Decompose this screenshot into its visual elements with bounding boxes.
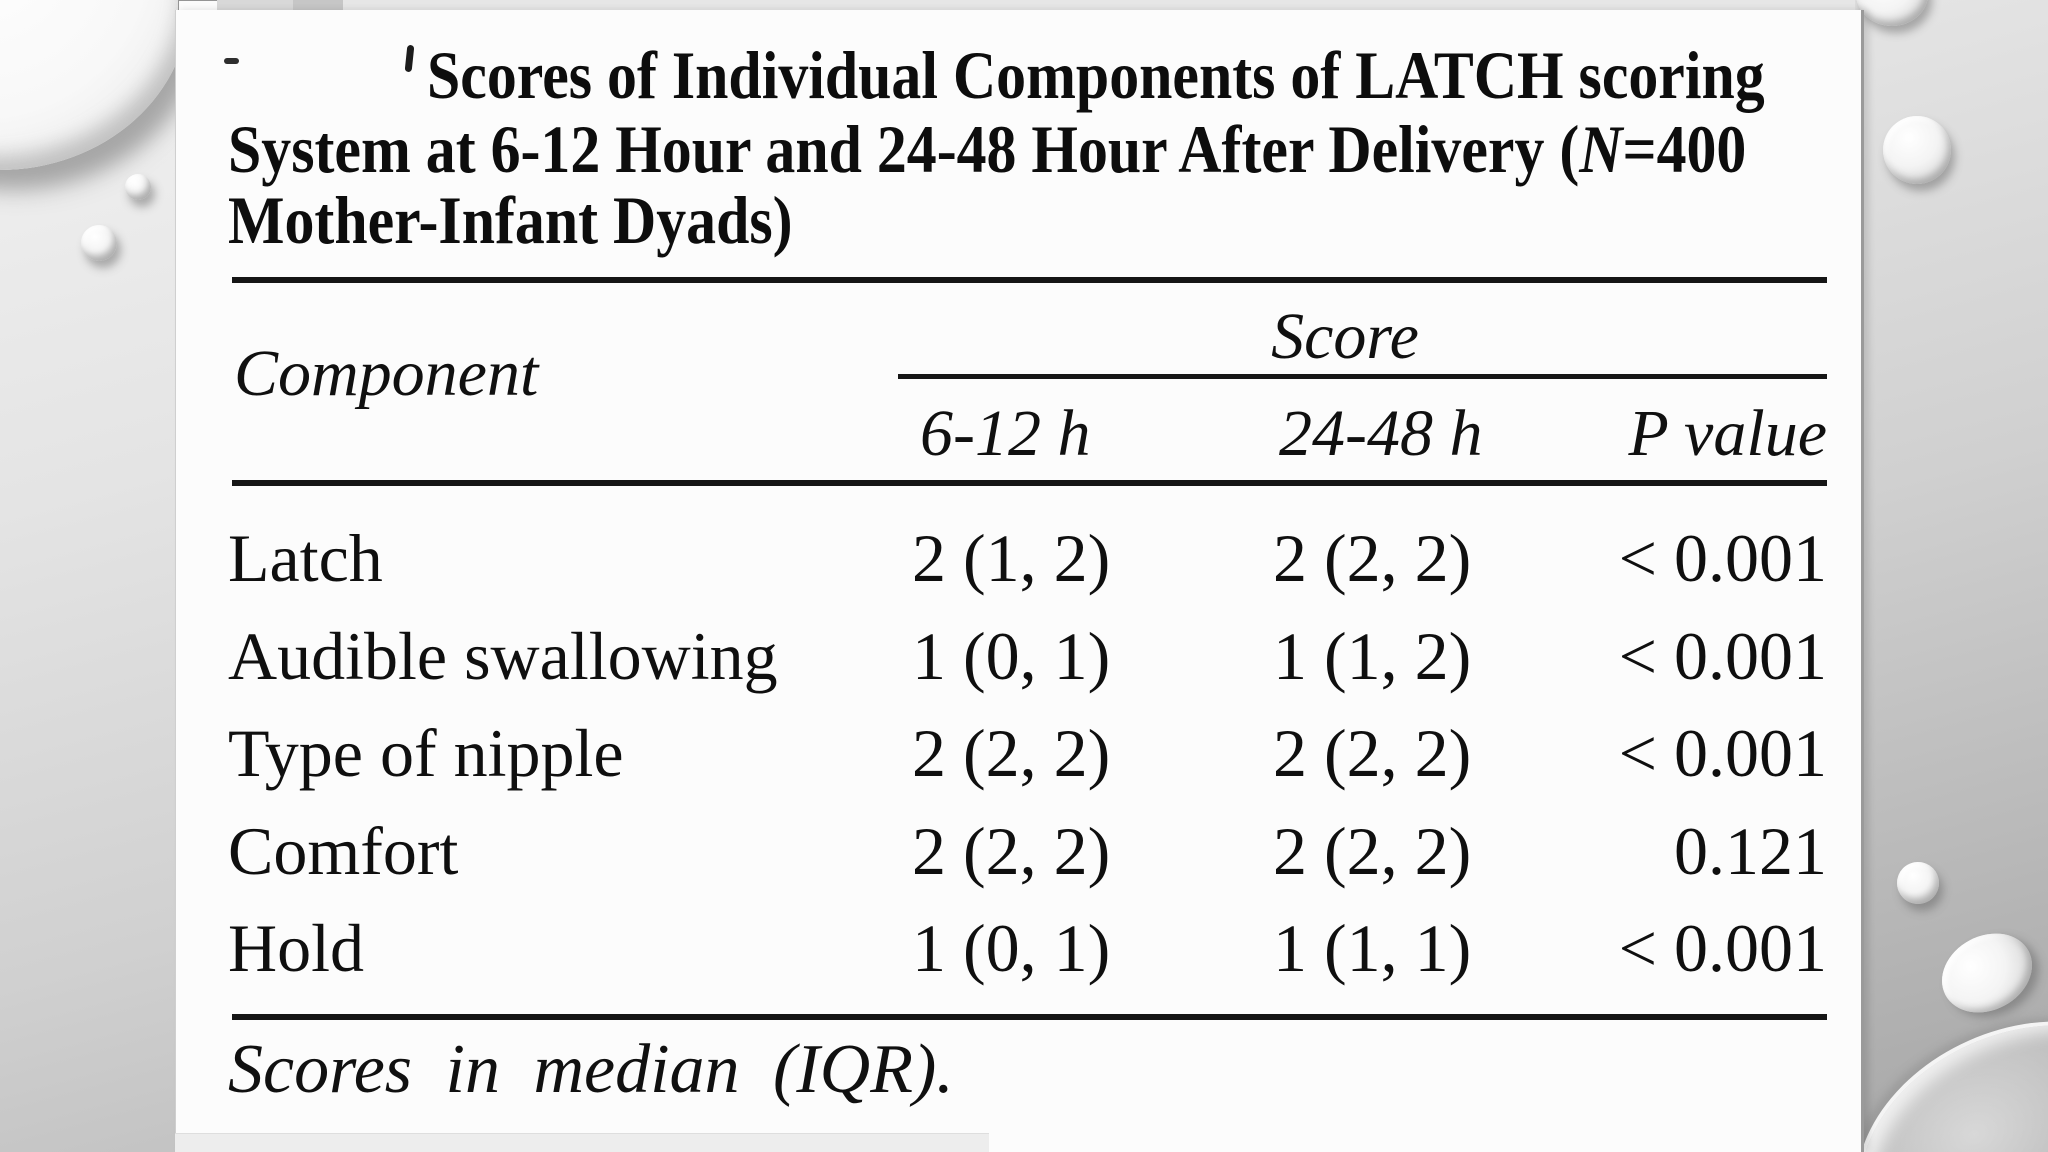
cell-score-24-48: 2 (2, 2) [1273,715,1472,791]
cell-p-value: < 0.001 [1618,520,1827,596]
column-header-p-value: P value [1628,397,1827,470]
column-header-6-12h: 6-12 h [920,397,1091,470]
table-title-line3: Mother-Infant Dyads) [228,182,793,258]
scanned-table-panel [175,10,1864,1152]
cell-score-6-12: 1 (0, 1) [912,618,1111,694]
cell-component: Latch [228,520,383,596]
table-row: Latch 2 (1, 2) 2 (2, 2) < 0.001 [0,524,2048,604]
bottom-cropped-element [175,1133,989,1152]
cell-p-value: 0.121 [1674,813,1827,889]
table-title-line2: System at 6-12 Hour and 24-48 Hour After… [228,113,1746,185]
cell-score-24-48: 1 (1, 2) [1273,618,1472,694]
water-drop-decoration-bottom-small [1897,862,1939,904]
column-header-score: Score [1271,300,1419,373]
table-rule-bottom [232,1014,1827,1020]
cell-score-6-12: 2 (2, 2) [912,813,1111,889]
water-drop-decoration-small-2 [81,225,117,261]
top-edge-fragment-3 [293,0,343,10]
table-title-line1: Scores of Individual Components of LATCH… [427,37,1765,113]
table-row: Comfort 2 (2, 2) 2 (2, 2) 0.121 [0,817,2048,897]
cell-component: Comfort [228,813,459,889]
cell-p-value: < 0.001 [1618,618,1827,694]
top-edge-fragment-2 [217,0,293,10]
cell-p-value: < 0.001 [1618,910,1827,986]
cell-score-6-12: 2 (1, 2) [912,520,1111,596]
cell-score-24-48: 1 (1, 1) [1273,910,1472,986]
column-header-24-48h: 24-48 h [1279,397,1483,470]
water-drop-decoration-right [1883,116,1951,184]
scan-artifact-dash [224,58,239,64]
cell-score-6-12: 2 (2, 2) [912,715,1111,791]
cell-component: Audible swallowing [228,618,778,694]
table-row: Hold 1 (0, 1) 1 (1, 1) < 0.001 [0,914,2048,994]
table-row: Type of nipple 2 (2, 2) 2 (2, 2) < 0.001 [0,719,2048,799]
cell-component: Type of nipple [228,715,624,791]
top-edge-fragment-4 [343,0,1855,10]
water-drop-decoration-top-right-arc [1856,0,1928,26]
title-line2-text: System at 6-12 Hour and 24-48 Hour After… [228,111,1580,187]
table-footnote: Scores in median (IQR). [228,1031,954,1108]
title-line2-n-italic: N [1579,111,1623,187]
score-spanner-rule [898,374,1827,379]
water-drop-decoration-top-left [0,0,190,170]
title-line2-end: =400 [1622,111,1747,187]
water-drop-decoration-small-1 [125,174,151,200]
cell-component: Hold [228,910,364,986]
cell-score-24-48: 2 (2, 2) [1273,813,1472,889]
table-row: Audible swallowing 1 (0, 1) 1 (1, 2) < 0… [0,622,2048,702]
cell-score-24-48: 2 (2, 2) [1273,520,1472,596]
cell-p-value: < 0.001 [1618,715,1827,791]
column-header-component: Component [234,337,539,410]
table-rule-header-bottom [232,480,1827,486]
table-rule-top [232,277,1827,283]
cell-score-6-12: 1 (0, 1) [912,910,1111,986]
